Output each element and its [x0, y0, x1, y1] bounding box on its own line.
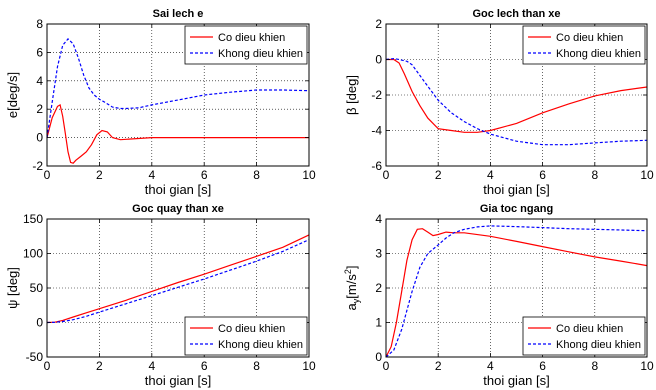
y-axis-label: ay[m/s2] — [343, 266, 361, 311]
legend: Co dieu khien Khong dieu khien — [522, 316, 646, 356]
legend-label-2: Khong dieu khien — [556, 339, 641, 351]
legend-label-1: Co dieu khien — [556, 323, 623, 335]
x-tick-label: 2 — [435, 168, 442, 182]
legend-box — [522, 316, 646, 356]
series-line-2 — [385, 225, 648, 358]
x-tick-label: 2 — [96, 359, 103, 373]
x-tick-label: 10 — [640, 168, 654, 182]
x-tick-label: 8 — [253, 359, 260, 373]
x-tick-label: 0 — [44, 359, 51, 373]
series-line-2 — [385, 57, 648, 146]
x-tick-label: 10 — [302, 168, 316, 182]
x-tick-label: 2 — [96, 168, 103, 182]
chart-title: Sai lech e — [153, 8, 204, 20]
x-tick-label: 10 — [302, 359, 316, 373]
axes-frame — [46, 23, 310, 167]
legend: Co dieu khien Khong dieu khien — [184, 316, 308, 356]
series-line-1 — [46, 103, 309, 164]
y-tick-label: -50 — [26, 350, 44, 364]
x-tick-label: 4 — [148, 359, 155, 373]
x-axis-label: thoi gian [s] — [145, 373, 212, 388]
y-tick-label: 0 — [36, 131, 43, 145]
x-tick-label: 0 — [383, 168, 390, 182]
x-tick-label: 10 — [640, 359, 654, 373]
x-tick-label: 6 — [539, 359, 546, 373]
legend-label-1: Co dieu khien — [556, 32, 623, 44]
legend-label-2: Khong dieu khien — [556, 48, 641, 60]
x-tick-label: 8 — [253, 168, 260, 182]
series-line-1 — [386, 58, 648, 133]
legend-label-1: Co dieu khien — [218, 323, 285, 335]
y-tick-label: 4 — [375, 212, 382, 226]
x-tick-label: 4 — [487, 359, 494, 373]
y-tick-label: 3 — [375, 247, 382, 261]
y-tick-label: 0 — [375, 350, 382, 364]
y-tick-label: 1 — [375, 316, 382, 330]
y-tick-label: 4 — [36, 74, 43, 88]
x-tick-label: 4 — [148, 168, 155, 182]
chart-title: Goc quay than xe — [132, 203, 224, 215]
x-tick-label: 6 — [201, 359, 208, 373]
x-tick-label: 6 — [539, 168, 546, 182]
y-tick-label: 2 — [36, 102, 43, 116]
y-tick-label: 2 — [375, 17, 382, 31]
legend-label-2: Khong dieu khien — [218, 339, 303, 351]
legend-box — [184, 25, 308, 65]
x-tick-label: 0 — [44, 168, 51, 182]
x-axis-label: thoi gian [s] — [483, 182, 550, 197]
y-tick-label: 50 — [30, 281, 44, 295]
x-tick-label: 8 — [591, 168, 598, 182]
y-axis-label: β [deg] — [344, 75, 359, 115]
subplot-4: 0 2 4 6 8 10 0 1 2 3 4 Gia toc ngang thoi gian [s] ay… — [343, 203, 654, 388]
legend-label-2: Khong dieu khien — [218, 48, 303, 60]
x-tick-label: 0 — [383, 359, 390, 373]
y-tick-label: 8 — [36, 17, 43, 31]
x-tick-label: 6 — [201, 168, 208, 182]
series-line-1 — [385, 228, 648, 358]
series-line-2 — [46, 38, 310, 138]
y-axis-label: e[deg/s] — [5, 72, 20, 118]
chart-title: Gia toc ngang — [480, 203, 553, 215]
y-tick-label: 2 — [375, 281, 382, 295]
y-tick-label: -6 — [371, 159, 382, 173]
x-tick-label: 2 — [435, 359, 442, 373]
y-tick-label: 150 — [23, 212, 43, 226]
subplot-2: 0 2 4 6 8 10 -6 -4 -2 0 2 Goc lech than xe thoi gian… — [344, 8, 654, 197]
x-axis-label: thoi gian [s] — [483, 373, 550, 388]
x-tick-label: 4 — [487, 168, 494, 182]
legend: Co dieu khien Khong dieu khien — [184, 25, 308, 65]
chart-title: Goc lech than xe — [472, 8, 560, 20]
x-tick-label: 8 — [591, 359, 598, 373]
y-tick-label: 6 — [36, 45, 43, 59]
y-tick-label: 0 — [375, 53, 382, 67]
legend-label-1: Co dieu khien — [218, 32, 285, 44]
y-axis-label: ψ [deg] — [5, 267, 20, 309]
x-axis-label: thoi gian [s] — [145, 182, 212, 197]
series-line-2 — [46, 239, 310, 324]
legend-box — [522, 25, 646, 65]
y-tick-label: -4 — [371, 124, 382, 138]
y-tick-label: 0 — [36, 316, 43, 330]
y-tick-label: -2 — [32, 159, 43, 173]
series-line-1 — [46, 234, 310, 324]
legend: Co dieu khien Khong dieu khien — [522, 25, 646, 65]
legend-box — [184, 316, 308, 356]
y-tick-label: -2 — [371, 88, 382, 102]
y-tick-label: 100 — [23, 247, 43, 261]
